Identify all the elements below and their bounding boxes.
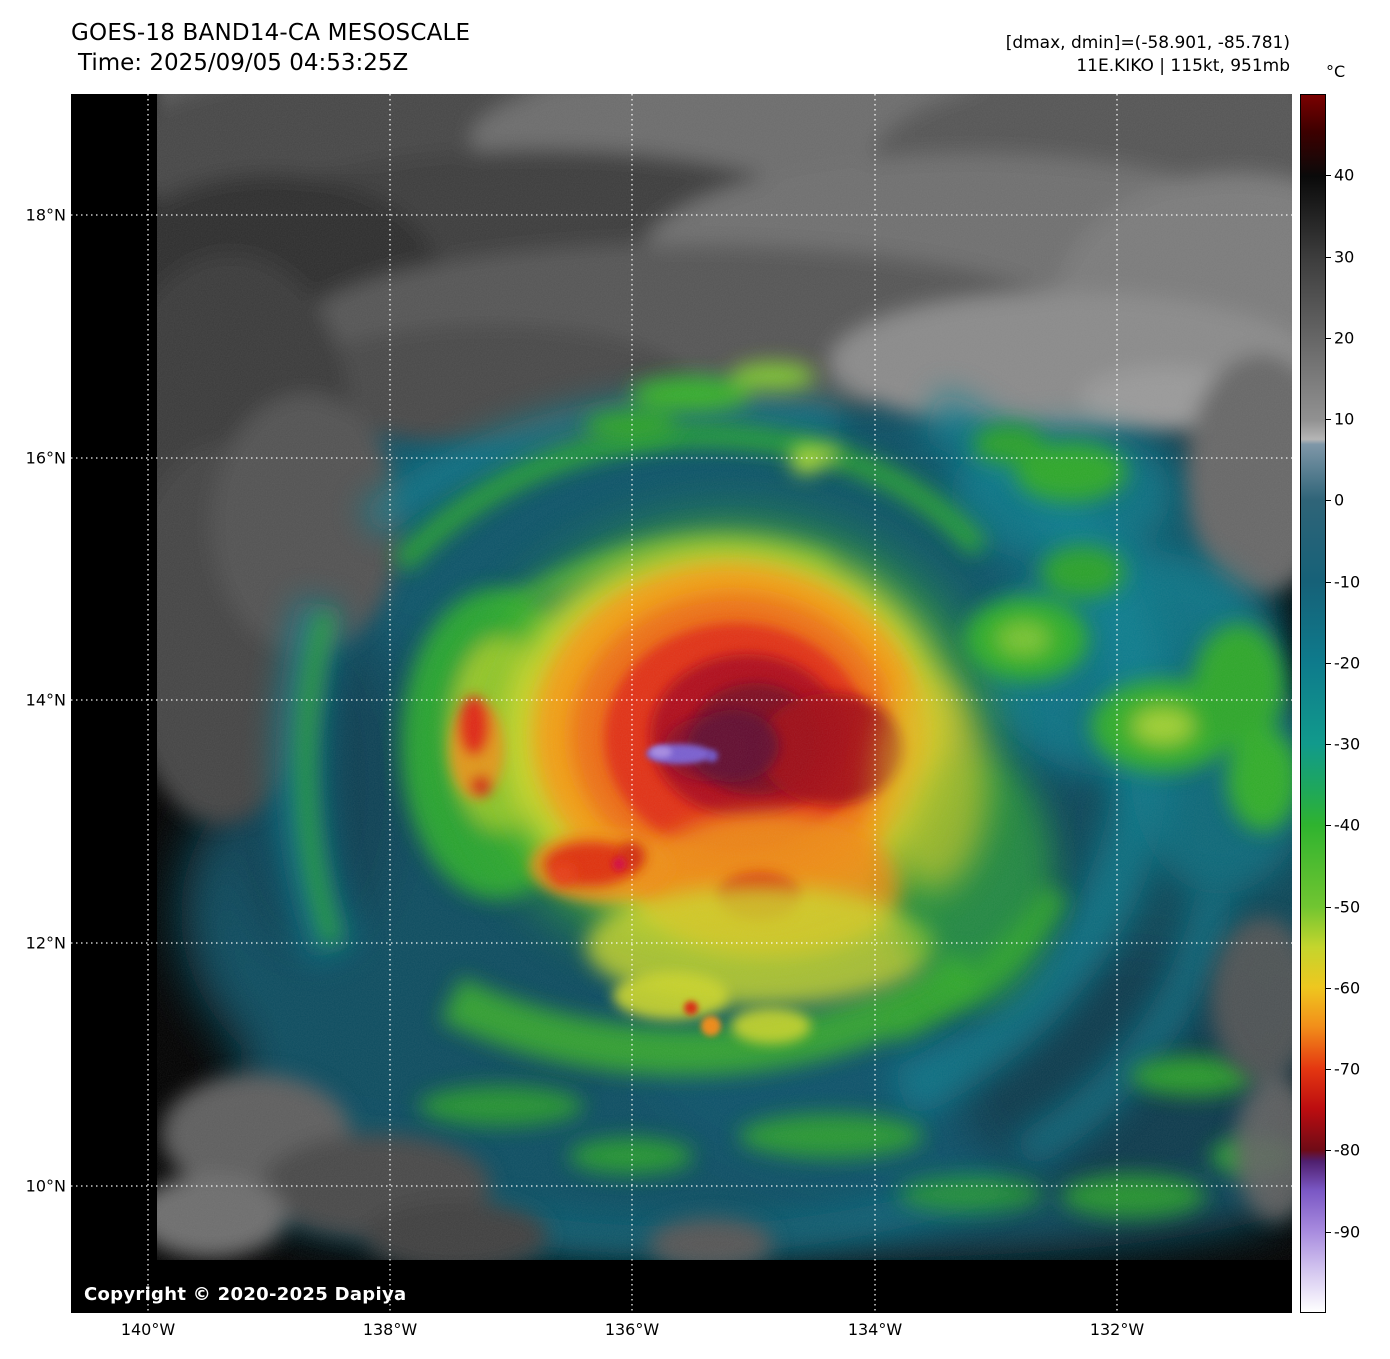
colorbar-tick-mark: [1326, 1150, 1331, 1151]
colorbar-tick-mark: [1326, 500, 1331, 501]
colorbar-tick-mark: [1326, 1232, 1331, 1233]
colorbar-tick-mark: [1326, 744, 1331, 745]
colorbar-tick-mark: [1326, 1069, 1331, 1070]
colorbar-tick-mark: [1326, 907, 1331, 908]
colorbar-tick-label: -60: [1334, 978, 1361, 998]
copyright-label: Copyright © 2020-2025 Dapiya: [84, 1284, 407, 1305]
lat-tick-label: 10°N: [25, 1176, 66, 1196]
colorbar-tick-label: 30: [1334, 247, 1355, 267]
colorbar-tick-label: 10: [1334, 409, 1355, 429]
colorbar-tick-label: -90: [1334, 1222, 1361, 1242]
colorbar-tick-label: -30: [1334, 734, 1361, 754]
colorbar-tick-mark: [1326, 419, 1331, 420]
colorbar-tick-label: -70: [1334, 1059, 1361, 1079]
swath-edge-left: [71, 94, 157, 1313]
colorbar-tick-mark: [1326, 175, 1331, 176]
lon-tick-label: 138°W: [362, 1320, 418, 1339]
lat-tick-label: 12°N: [25, 933, 66, 953]
colorbar-tick-label: -80: [1334, 1140, 1361, 1160]
colorbar-tick-label: -20: [1334, 653, 1361, 673]
colorbar-tick-label: 0: [1334, 490, 1345, 510]
colorbar-tick-mark: [1326, 988, 1331, 989]
swath-edge-bottom: [71, 1260, 1292, 1313]
colorbar-tick-label: 40: [1334, 165, 1355, 185]
timestamp-label: Time: 2025/09/05 04:53:25Z: [78, 50, 409, 76]
lat-tick-label: 18°N: [25, 205, 66, 225]
lon-tick-label: 136°W: [604, 1320, 660, 1339]
header-meta: [dmax, dmin]=(-58.901, -85.781) 11E.KIKO…: [1006, 32, 1290, 78]
satellite-scene: [71, 94, 1292, 1313]
colorbar-gradient: [1301, 95, 1325, 1312]
colorbar-tick-mark: [1326, 582, 1331, 583]
colorbar-tick-mark: [1326, 257, 1331, 258]
lon-tick-label: 140°W: [120, 1320, 176, 1339]
colorbar-tick-label: -50: [1334, 897, 1361, 917]
colorbar-tick-mark: [1326, 338, 1331, 339]
satellite-image: Copyright © 2020-2025 Dapiya: [71, 94, 1292, 1313]
lon-tick-label: 132°W: [1089, 1320, 1145, 1339]
lat-tick-label: 14°N: [25, 690, 66, 710]
colorbar-tick-mark: [1326, 663, 1331, 664]
noise-overlay: [71, 94, 1292, 1313]
dmax-dmin-label: [dmax, dmin]=(-58.901, -85.781): [1005, 33, 1290, 53]
colorbar-tick-label: 20: [1334, 328, 1355, 348]
colorbar-tick-label: -40: [1334, 815, 1361, 835]
colorbar: [1300, 94, 1326, 1313]
page-title: GOES-18 BAND14-CA MESOSCALE: [71, 20, 471, 46]
colorbar-unit-label: °C: [1326, 62, 1346, 81]
lat-tick-label: 16°N: [25, 448, 66, 468]
colorbar-tick-label: -10: [1334, 572, 1361, 592]
storm-info-label: 11E.KIKO | 115kt, 951mb: [1076, 56, 1290, 76]
lon-tick-label: 134°W: [847, 1320, 903, 1339]
header: GOES-18 BAND14-CA MESOSCALE Time: 2025/0…: [71, 18, 470, 78]
colorbar-tick-mark: [1326, 825, 1331, 826]
grid-lines: [71, 94, 1292, 1313]
